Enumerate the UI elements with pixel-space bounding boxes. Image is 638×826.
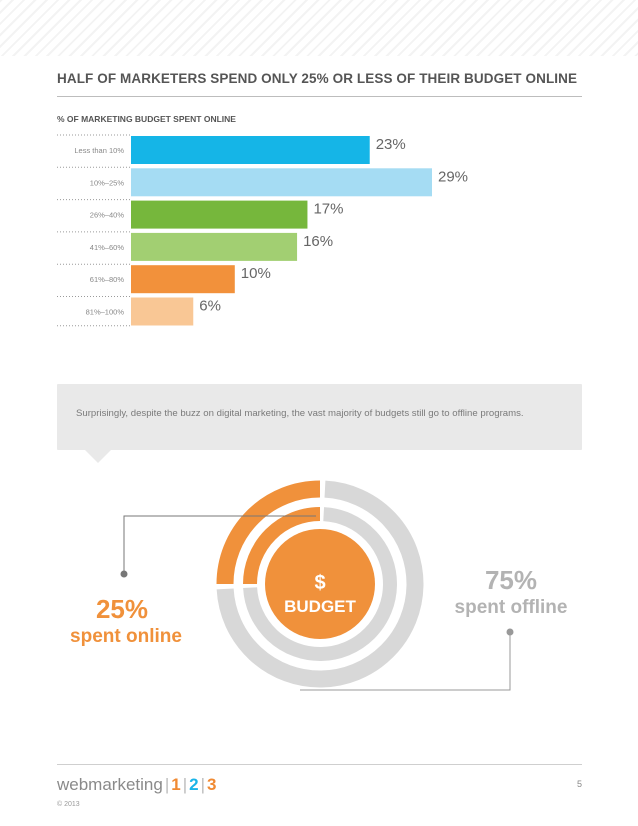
footer-divider	[57, 764, 582, 765]
budget-ring-chart: $ BUDGET 25% spent online 75% spent offl…	[70, 480, 568, 691]
category-label: 41%–60%	[90, 243, 125, 252]
bar-value-label: 23%	[376, 136, 406, 153]
bar	[131, 232, 298, 261]
bar-chart: Less than 10% 23% 10%–25% 29% 26%–40% 17% 41%–…	[57, 134, 468, 327]
ring-group	[216, 480, 424, 688]
bar	[131, 168, 432, 197]
bar-value-label: 6%	[199, 298, 221, 315]
brand-separator: |	[164, 775, 170, 794]
online-text: spent online	[70, 626, 182, 647]
online-leader-dot	[120, 570, 128, 578]
bar	[131, 200, 308, 229]
category-label: 61%–80%	[90, 275, 125, 284]
offline-leader-line	[300, 632, 511, 691]
category-label: 26%–40%	[90, 211, 125, 220]
inner-ring-online	[243, 507, 321, 585]
brand-number-1: 1	[171, 775, 181, 794]
page-title: HALF OF MARKETERS SPEND ONLY 25% OR LESS…	[57, 71, 578, 86]
budget-center-circle	[265, 529, 375, 639]
brand-word: webmarketing	[57, 775, 163, 794]
offline-percent: 75%	[485, 565, 537, 595]
bar	[131, 265, 235, 294]
page-number: 5	[576, 779, 582, 789]
copyright: © 2013	[57, 801, 80, 808]
online-percent: 25%	[96, 594, 148, 624]
chart-label: % OF MARKETING BUDGET SPENT ONLINE	[57, 114, 236, 124]
callout-text: Surprisingly, despite the buzz on digita…	[76, 408, 524, 419]
category-label: Less than 10%	[74, 146, 124, 155]
callout-pointer	[84, 449, 112, 463]
inner-ring-offline	[243, 507, 397, 661]
category-label: 81%–100%	[86, 308, 125, 317]
outer-ring-offline	[216, 480, 424, 688]
online-leader-line	[123, 515, 316, 574]
bar	[131, 297, 194, 326]
bar	[131, 136, 370, 164]
category-label: 10%–25%	[90, 178, 125, 187]
bar-value-label: 17%	[313, 201, 343, 218]
brand-number-3: 3	[207, 775, 217, 794]
brand-logo: webmarketing | 1 | 2 | 3	[57, 775, 217, 795]
budget-symbol: $	[314, 572, 325, 594]
brand-number-2: 2	[189, 775, 199, 794]
bar-value-label: 29%	[438, 168, 468, 185]
callout-box	[57, 384, 582, 450]
title-divider	[57, 96, 582, 97]
budget-label: BUDGET	[284, 597, 356, 616]
bar-value-label: 16%	[303, 233, 333, 250]
brand-separator: |	[200, 775, 206, 794]
bar-value-label: 10%	[241, 265, 271, 282]
header-hatch-pattern	[0, 0, 638, 56]
outer-ring-online	[216, 480, 321, 585]
brand-separator: |	[182, 775, 188, 794]
offline-text: spent offline	[455, 597, 568, 618]
